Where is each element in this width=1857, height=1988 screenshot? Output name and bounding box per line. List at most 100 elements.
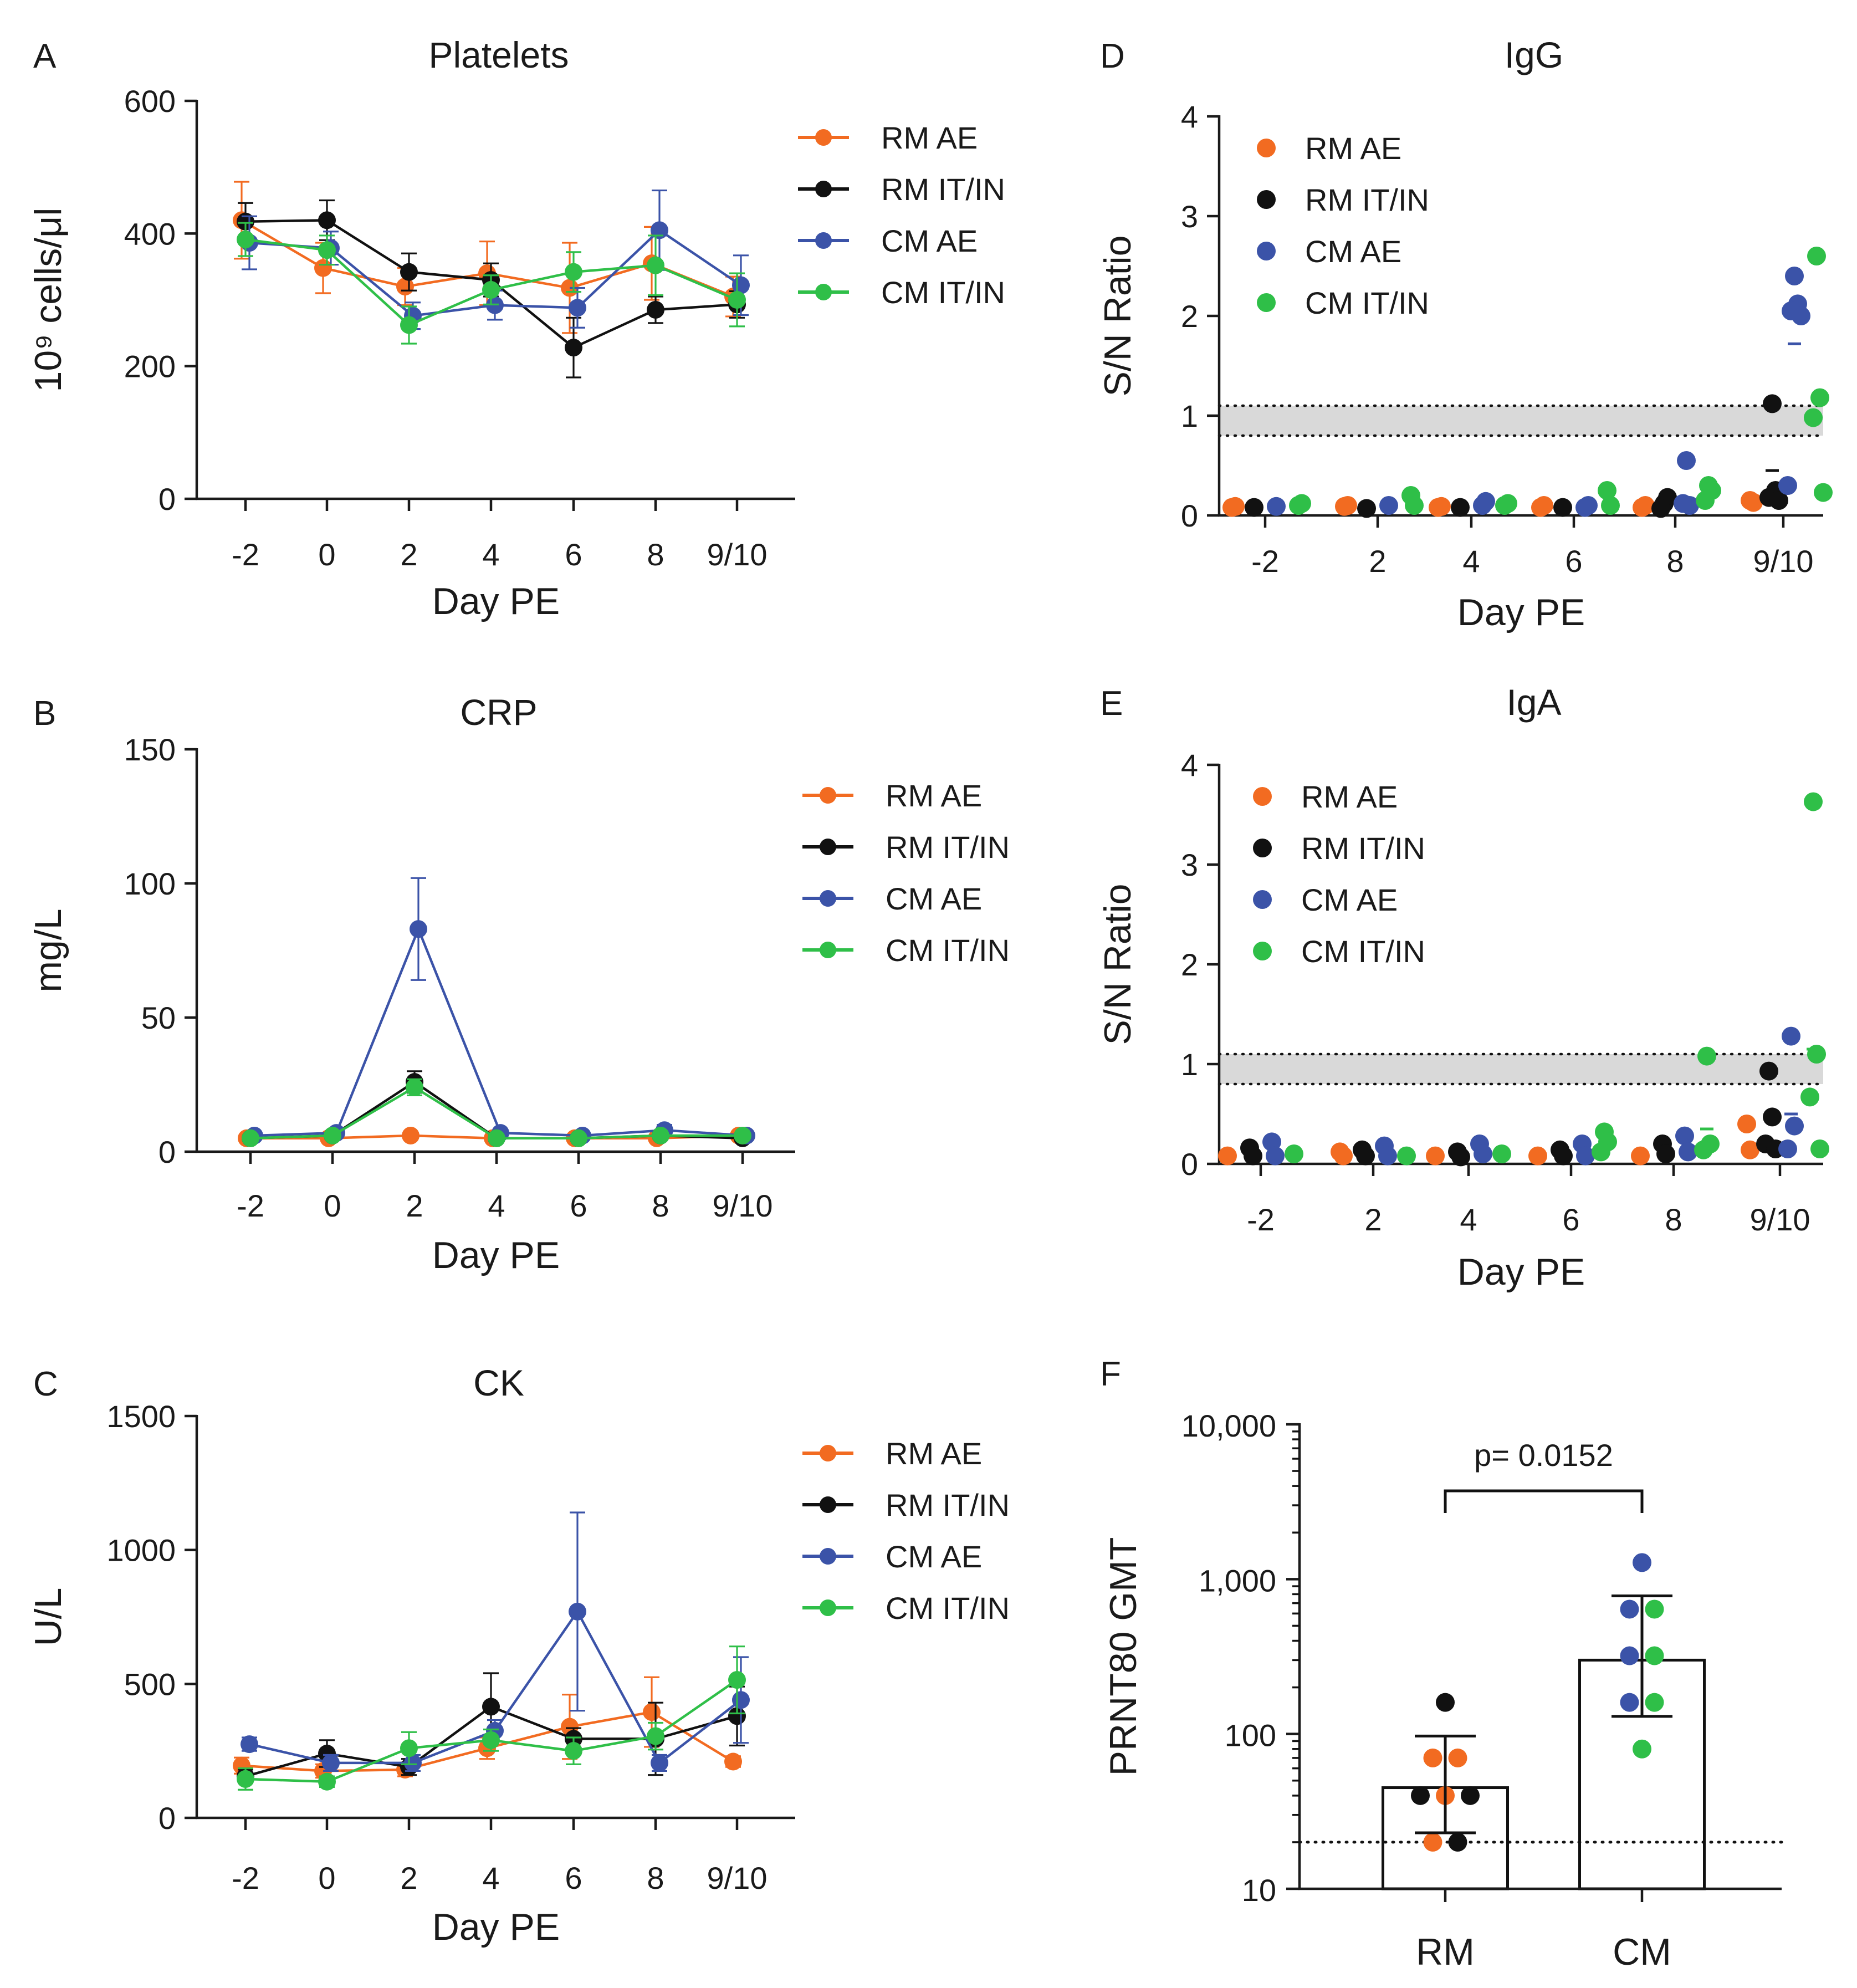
legend-marker-cm-it-in xyxy=(1257,293,1276,312)
data-point-rm-it-in xyxy=(1411,1786,1430,1805)
y-axis-title: U/L xyxy=(27,1588,69,1647)
legend-marker-cm-ae xyxy=(1257,242,1276,260)
panel-letter: D xyxy=(1100,37,1125,75)
legend-marker-cm-ae xyxy=(1253,890,1272,909)
panel-title: IgG xyxy=(1505,34,1563,75)
data-point-rm-ae xyxy=(1534,496,1553,515)
data-point-cm-it-in xyxy=(1405,496,1424,515)
data-point-cm-ae xyxy=(1576,1146,1595,1166)
x-tick-label: -2 xyxy=(232,537,259,572)
legend-marker-cm-ae xyxy=(820,890,836,907)
x-tick-label: 4 xyxy=(482,1861,499,1895)
legend-label-rm-ae: RM AE xyxy=(1301,779,1398,814)
data-point-cm-ae xyxy=(651,221,668,239)
data-point-rm-ae xyxy=(1744,493,1763,512)
data-point-rm-it-in xyxy=(1763,394,1782,413)
y-tick-label: 100 xyxy=(124,866,176,901)
data-point-cm-ae xyxy=(732,1691,750,1709)
x-tick-label: 8 xyxy=(647,1861,664,1895)
series-cm-ae xyxy=(1262,1026,1804,1166)
y-tick-label: 4 xyxy=(1181,99,1198,134)
data-point-rm-it-in xyxy=(1656,1144,1675,1163)
data-point-cm-ae xyxy=(322,1754,340,1772)
data-point-cm-ae xyxy=(1474,1144,1492,1163)
x-tick-label: 9/10 xyxy=(1750,1202,1810,1237)
x-tick-label: 9/10 xyxy=(713,1188,773,1223)
data-point-rm-it-in xyxy=(1554,1146,1573,1166)
data-point-cm-it-in xyxy=(1804,792,1823,811)
data-point-cm-ae xyxy=(1677,451,1696,470)
data-point-cm-it-in xyxy=(565,263,582,281)
y-tick-label: 1,000 xyxy=(1199,1563,1276,1598)
x-tick-label: 4 xyxy=(482,537,499,572)
bar-rm xyxy=(1382,1786,1509,1890)
y-axis-title: S/N Ratio xyxy=(1097,236,1139,397)
y-tick-label: 600 xyxy=(124,84,176,119)
legend-label-cm-ae: CM AE xyxy=(886,881,982,916)
data-point-cm-it-in xyxy=(318,1772,336,1791)
data-point-rm-it-in xyxy=(647,300,664,319)
data-point-rm-it-in xyxy=(1651,499,1670,518)
data-point-rm-ae xyxy=(1423,1748,1442,1767)
data-point-cm-ae xyxy=(1674,494,1692,513)
data-point-rm-ae xyxy=(1338,496,1357,515)
x-tick-label: 2 xyxy=(1364,1202,1382,1237)
data-point-cm-it-in xyxy=(565,1742,582,1760)
x-tick-label: CM xyxy=(1613,1931,1671,1973)
series-cm-it-in xyxy=(237,1645,746,1791)
data-point-cm-it-in xyxy=(400,1739,418,1757)
panel-b: B CRP 0 50 100 150 -2 0 2 4 6 8 9/10 Day PE mg/L RM AE R… xyxy=(27,692,1010,1276)
data-point-cm-it-in xyxy=(1292,494,1311,513)
data-point-rm-it-in xyxy=(565,339,582,357)
y-tick-label: 1000 xyxy=(106,1533,176,1568)
y-tick-label: 3 xyxy=(1181,199,1198,234)
data-point-cm-ae xyxy=(1620,1693,1639,1712)
legend-marker-rm-it-in xyxy=(1253,839,1272,857)
data-point-cm-ae xyxy=(1267,497,1286,516)
x-tick-label: 8 xyxy=(1666,544,1684,579)
x-tick-label: 9/10 xyxy=(1753,544,1814,579)
data-point-cm-it-in xyxy=(652,1126,669,1144)
significance-bracket xyxy=(1444,1489,1644,1513)
data-point-cm-ae xyxy=(1782,1026,1800,1046)
y-tick-label: 400 xyxy=(124,216,176,251)
data-point-rm-ae xyxy=(1432,497,1451,516)
panel-e: E IgA 0 1 2 3 4 -2 2 4 6 8 9/10 Day PE S/N Ratio RM AE R… xyxy=(1097,682,1829,1293)
y-tick-label: 2 xyxy=(1181,947,1198,982)
data-point-cm-ae xyxy=(1778,1139,1797,1158)
data-point-cm-it-in xyxy=(1645,1646,1664,1665)
y-tick-label: 1 xyxy=(1181,398,1198,433)
data-point-rm-it-in xyxy=(482,1698,500,1716)
data-point-cm-ae xyxy=(1792,306,1810,325)
x-axis-title: Day PE xyxy=(432,580,560,622)
data-point-cm-ae xyxy=(1378,1146,1397,1166)
data-point-rm-it-in xyxy=(1448,1832,1467,1852)
data-point-rm-ae xyxy=(1426,1146,1445,1166)
y-tick-label: 0 xyxy=(1181,498,1198,533)
legend-label-rm-ae: RM AE xyxy=(886,778,982,813)
legend-label-rm-ae: RM AE xyxy=(886,1436,982,1471)
legend-label-rm-it-in: RM IT/IN xyxy=(886,1488,1010,1522)
data-point-cm-ae xyxy=(1778,476,1797,495)
legend-marker-rm-it-in xyxy=(815,181,832,197)
legend-marker-cm-it-in xyxy=(815,284,832,300)
data-point-cm-it-in xyxy=(1807,247,1826,265)
y-tick-label: 150 xyxy=(124,732,176,767)
data-point-rm-ae xyxy=(1528,1146,1547,1166)
legend-marker-rm-it-in xyxy=(820,839,836,855)
data-point-cm-it-in xyxy=(1498,494,1517,513)
series-cm-it-in xyxy=(242,1078,751,1147)
panel-letter: C xyxy=(33,1365,58,1403)
data-point-cm-it-in xyxy=(1592,1142,1610,1162)
legend-marker-rm-ae xyxy=(820,787,836,804)
y-tick-label: 3 xyxy=(1181,847,1198,882)
x-tick-label: 6 xyxy=(565,537,582,572)
series-cm-ae xyxy=(245,877,755,1144)
data-point-cm-it-in xyxy=(728,1671,746,1689)
data-point-cm-it-in xyxy=(237,1770,254,1788)
legend-label-cm-it-in: CM IT/IN xyxy=(1305,285,1429,320)
data-point-cm-it-in xyxy=(1285,1144,1303,1163)
data-point-rm-it-in xyxy=(1769,491,1788,510)
x-tick-label: 8 xyxy=(647,537,664,572)
